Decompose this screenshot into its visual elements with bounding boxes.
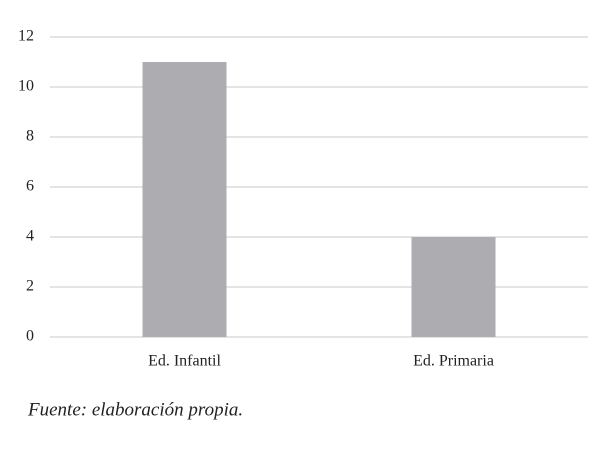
y-tick-label: 10 (18, 78, 34, 95)
bar (142, 62, 227, 337)
bar (411, 237, 496, 337)
y-tick-label: 4 (26, 228, 34, 245)
y-tick-label: 12 (18, 28, 34, 45)
y-tick-label: 2 (26, 278, 34, 295)
y-tick-label: 0 (26, 328, 34, 345)
source-note: Fuente: elaboración propia. (27, 399, 243, 420)
y-tick-label: 8 (26, 128, 34, 145)
y-tick-label: 6 (26, 178, 34, 195)
x-tick-label: Ed. Primaria (413, 353, 494, 370)
x-tick-label: Ed. Infantil (148, 353, 221, 370)
